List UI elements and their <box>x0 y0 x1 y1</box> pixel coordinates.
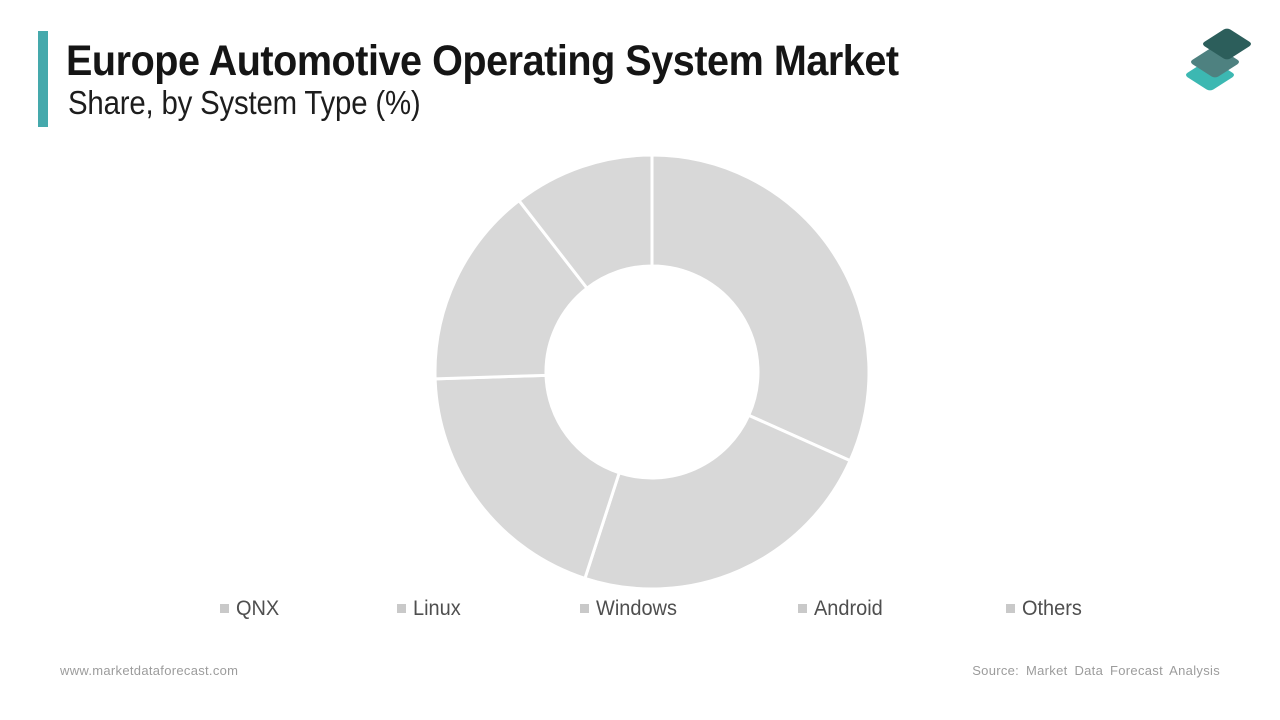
legend-label: Others <box>1022 596 1082 620</box>
legend-marker-icon <box>220 603 229 613</box>
donut-slice-windows[interactable] <box>435 373 621 580</box>
title-accent-bar <box>38 31 48 127</box>
legend-marker-icon <box>580 603 589 613</box>
logo-layer-top <box>1203 28 1251 60</box>
page-subtitle: Share, by System Type (%) <box>68 84 421 121</box>
logo-layers-icon <box>1186 28 1251 91</box>
legend-label: Linux <box>413 596 461 620</box>
source-attribution: Source: Market Data Forecast Analysis <box>972 663 1220 678</box>
legend-marker-icon <box>397 603 406 613</box>
donut-slice-linux[interactable] <box>583 413 852 589</box>
donut-slice-others[interactable] <box>517 155 654 290</box>
legend-label: Android <box>814 596 883 620</box>
website-link[interactable]: www.marketdataforecast.com <box>60 663 239 678</box>
chart-legend: QNX Linux Windows Android Others <box>0 596 1280 622</box>
legend-item-android[interactable]: Android <box>798 596 886 620</box>
donut-slice-android[interactable] <box>435 199 589 381</box>
legend-label: QNX <box>236 596 280 620</box>
legend-marker-icon <box>1006 603 1015 613</box>
legend-item-windows[interactable]: Windows <box>580 596 681 620</box>
donut-chart <box>435 155 869 589</box>
page-title: Europe Automotive Operating System Marke… <box>66 37 899 85</box>
legend-item-qnx[interactable]: QNX <box>220 596 282 620</box>
legend-marker-icon <box>798 603 807 613</box>
market-data-forecast-logo <box>1186 28 1251 91</box>
donut-slice-qnx[interactable] <box>650 155 869 463</box>
legend-item-others[interactable]: Others <box>1006 596 1085 620</box>
legend-item-linux[interactable]: Linux <box>397 596 463 620</box>
legend-label: Windows <box>596 596 677 620</box>
